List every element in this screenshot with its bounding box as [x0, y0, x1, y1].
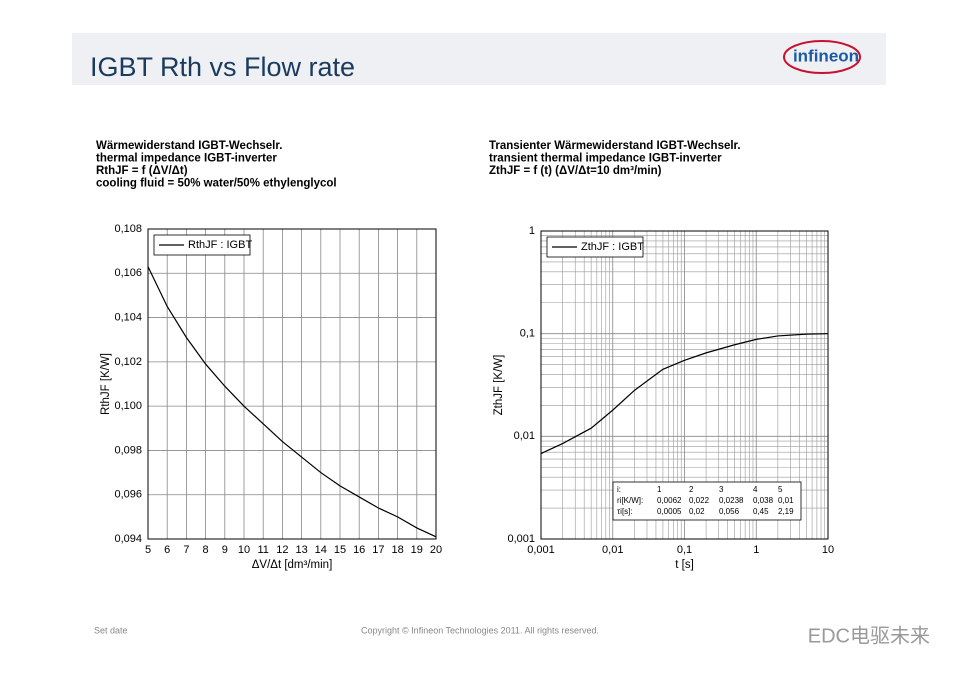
x-tick-label: 17: [372, 544, 384, 556]
x-tick-label: 15: [334, 544, 346, 556]
x-tick-label: 7: [183, 544, 189, 556]
series-line: [540, 333, 829, 455]
param-table-cell: 0,022: [689, 496, 710, 505]
y-tick-label: 0,102: [114, 356, 142, 368]
legend-box: [546, 236, 644, 258]
chart-title-line: Transienter Wärmewiderstand IGBT-Wechsel…: [489, 140, 741, 152]
watermark: EDC电驱未来: [808, 624, 930, 647]
header-band: [72, 33, 886, 85]
x-tick-label: 18: [391, 544, 403, 556]
plot-area: [148, 229, 436, 539]
param-table-cell: 4: [753, 485, 758, 494]
x-tick-label: 10: [822, 544, 834, 556]
chart-title-line: RthJF = f (ΔV/Δt): [96, 165, 188, 177]
param-table-cell: 0,0238: [719, 496, 744, 505]
y-tick-label: 0,1: [520, 328, 535, 340]
x-tick-label: 0,1: [677, 544, 692, 556]
y-axis-label: RthJF [K/W]: [100, 353, 112, 415]
plot-frame: [540, 230, 829, 540]
plot-frame: [147, 228, 437, 540]
chart-title-line: ZthJF = f (t) (ΔV/Δt=10 dm³/min): [489, 165, 662, 177]
chart-title-line: thermal impedance IGBT-inverter: [96, 153, 277, 165]
x-tick-label: 14: [315, 544, 327, 556]
chart-title-line: Wärmewiderstand IGBT-Wechselr.: [96, 140, 282, 152]
x-tick-label: 5: [145, 544, 151, 556]
param-table-cell: 2: [689, 485, 694, 494]
y-axis-label: ZthJF [K/W]: [493, 355, 505, 416]
y-tick-label: 0,098: [114, 444, 142, 456]
legend-box: [153, 234, 251, 256]
param-table-cell: 1: [657, 485, 662, 494]
chart-title-line: cooling fluid = 50% water/50% ethylengly…: [96, 178, 337, 190]
param-table-cell: 2,19: [778, 507, 794, 516]
x-axis-label: ΔV/Δt [dm³/min]: [252, 559, 333, 571]
param-table-cell: 0,45: [753, 507, 769, 516]
param-table-cell: i:: [617, 485, 621, 494]
param-table-cell: 5: [778, 485, 783, 494]
logo: infineon: [793, 46, 859, 65]
y-tick-label: 0,001: [507, 533, 535, 545]
chart-title-line: transient thermal impedance IGBT-inverte…: [489, 153, 722, 165]
y-tick-label: 0,106: [114, 267, 142, 279]
footer-date: Set date: [94, 625, 128, 635]
y-tick-label: 0,096: [114, 489, 142, 501]
param-table-cell: 0,056: [719, 507, 740, 516]
series-line: [147, 266, 437, 538]
x-tick-label: 19: [411, 544, 423, 556]
param-table-cell: 0,01: [778, 496, 794, 505]
x-tick-label: 10: [238, 544, 250, 556]
x-tick-label: 9: [222, 544, 228, 556]
footer-copyright: Copyright © Infineon Technologies 2011. …: [361, 625, 599, 635]
param-table-cell: 0,038: [753, 496, 774, 505]
x-tick-label: 6: [164, 544, 170, 556]
param-table-box: [612, 481, 802, 521]
logo-swoosh: [783, 40, 861, 74]
param-table-cell: 3: [719, 485, 724, 494]
param-table-cell: 0,02: [689, 507, 705, 516]
param-table-cell: 0,0005: [657, 507, 682, 516]
slide-title: IGBT Rth vs Flow rate: [90, 52, 355, 82]
x-tick-label: 20: [430, 544, 442, 556]
y-tick-label: 0,01: [514, 430, 535, 442]
x-tick-label: 0,001: [527, 544, 555, 556]
legend-label: ZthJF : IGBT: [581, 241, 644, 253]
param-table-cell: ri[K/W]:: [617, 496, 643, 505]
x-tick-label: 16: [353, 544, 365, 556]
param-table-cell: τi[s]:: [617, 507, 633, 516]
x-tick-label: 0,01: [602, 544, 623, 556]
x-axis-label: t [s]: [675, 559, 694, 571]
x-tick-label: 12: [276, 544, 288, 556]
param-table-cell: 0,0062: [657, 496, 682, 505]
y-tick-label: 1: [529, 225, 535, 237]
y-tick-label: 0,100: [114, 400, 142, 412]
x-tick-label: 13: [295, 544, 307, 556]
y-tick-label: 0,094: [114, 533, 142, 545]
x-tick-label: 1: [753, 544, 759, 556]
x-tick-label: 11: [257, 544, 268, 556]
y-tick-label: 0,104: [114, 311, 142, 323]
y-tick-label: 0,108: [114, 223, 142, 235]
x-tick-label: 8: [203, 544, 209, 556]
legend-label: RthJF : IGBT: [188, 239, 252, 251]
